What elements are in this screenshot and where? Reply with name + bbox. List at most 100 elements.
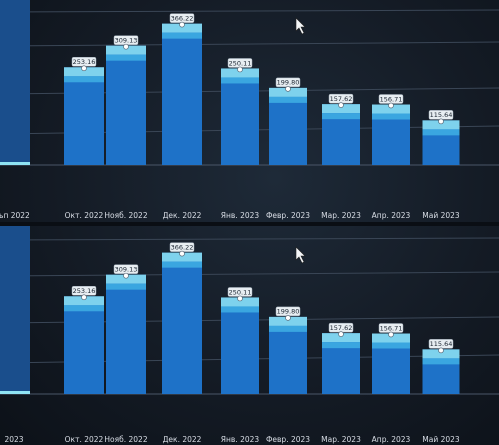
data-point-marker: [388, 331, 394, 338]
bar-top-highlight: [269, 87, 307, 97]
x-tick-label: Мар. 2023: [321, 435, 361, 444]
gridline: [0, 41, 499, 47]
bar-group: 156.71: [372, 94, 410, 165]
bar-top-highlight: [64, 296, 104, 306]
data-point-marker: [438, 347, 444, 354]
bar-cut-off-cap: [0, 391, 30, 394]
bar-top-band: [162, 261, 202, 268]
bar-top-highlight: [322, 333, 360, 343]
bar-top-highlight: [422, 349, 460, 359]
bar-group: 157.62: [322, 322, 360, 394]
bar: [106, 274, 146, 394]
bar-top-band: [106, 283, 146, 290]
x-tick-label: Май 2023: [422, 435, 460, 444]
data-label: 156.71: [380, 95, 403, 103]
x-tick-label: Мар. 2023: [321, 211, 361, 220]
data-label: 366.22: [171, 14, 194, 22]
bar: [162, 23, 202, 165]
chart-divider: [0, 222, 499, 226]
data-label: 253.16: [73, 287, 96, 295]
x-tick-label: Апр. 2023: [372, 435, 411, 444]
data-point-marker: [338, 102, 344, 109]
x-tick-label: Янв. 2023: [221, 435, 260, 444]
mouse-pointer-icon: [295, 246, 306, 264]
bar-top-band: [422, 129, 460, 136]
bar-top-highlight: [221, 68, 259, 78]
bar: [64, 67, 104, 165]
bar-top-band: [422, 358, 460, 365]
data-point-marker: [123, 272, 129, 279]
bar-cut-off: [0, 0, 30, 165]
data-point-marker: [123, 43, 129, 50]
x-tick-label: ъп 2022: [0, 211, 30, 220]
x-tick-label: Окт. 2022: [65, 211, 104, 220]
bar-chart-bottom: 2023 253.16 Окт. 2022 309.13 Нояб. 2022 366.2…: [0, 226, 499, 444]
x-tick-label: Дек. 2022: [163, 211, 202, 220]
bar-chart-top: ъп 2022 253.16 Окт. 2022 309.13 Нояб. 2022 36…: [0, 0, 499, 220]
data-point-marker: [237, 66, 243, 73]
data-point-marker: [81, 65, 87, 72]
bar-group: 309.13: [106, 35, 146, 165]
bar-top-highlight: [372, 104, 410, 114]
bar-group: 366.22: [162, 242, 202, 394]
data-point-marker: [338, 331, 344, 338]
bar-top-highlight: [372, 333, 410, 343]
data-label: 157.62: [330, 95, 353, 103]
bar-top-band: [372, 113, 410, 120]
bar-group: 157.62: [322, 93, 360, 165]
data-label: 250.11: [229, 288, 252, 296]
bar-top-band: [162, 32, 202, 39]
x-tick-label: Апр. 2023: [372, 211, 411, 220]
mouse-pointer-icon: [295, 17, 306, 35]
bar-top-band: [322, 113, 360, 120]
bar-top-band: [221, 306, 259, 313]
bar-top-band: [372, 342, 410, 349]
bar-top-highlight: [64, 67, 104, 77]
data-label: 253.16: [73, 58, 96, 66]
x-tick-label: 2023: [4, 435, 23, 444]
bar-top-band: [64, 305, 104, 312]
bar: [64, 296, 104, 394]
data-label: 156.71: [380, 324, 403, 332]
bar-group: 250.11: [221, 58, 259, 165]
bar-group: 309.13: [106, 264, 146, 394]
bar-top-highlight: [322, 104, 360, 114]
gridline: [0, 9, 499, 13]
bar-group: 156.71: [372, 323, 410, 394]
bar-group: 250.11: [221, 287, 259, 394]
bar-top-highlight: [106, 274, 146, 284]
bar-group: 199.80: [269, 77, 307, 165]
bar-cut-off-cap: [0, 162, 30, 165]
bar-top-highlight: [162, 252, 202, 262]
data-point-marker: [285, 315, 291, 321]
data-label: 250.11: [229, 59, 252, 67]
data-label: 115.64: [430, 111, 453, 119]
bar-group: 253.16: [64, 286, 104, 394]
data-point-marker: [81, 294, 87, 301]
bar-group: 115.64: [422, 110, 460, 165]
data-point-marker: [179, 250, 185, 257]
x-tick-label: Янв. 2023: [221, 211, 260, 220]
data-point-marker: [438, 118, 444, 125]
bar: [162, 252, 202, 394]
bar-top-band: [106, 54, 146, 61]
x-tick-label: Май 2023: [422, 211, 460, 220]
bar-top-highlight: [422, 120, 460, 130]
bar-top-highlight: [221, 297, 259, 307]
x-tick-label: Февр. 2023: [266, 435, 310, 444]
x-tick-label: Окт. 2022: [65, 435, 104, 444]
data-point-marker: [237, 295, 243, 302]
bar-group: 115.64: [422, 339, 460, 394]
bar: [221, 297, 259, 394]
bar-top-band: [269, 325, 307, 332]
bar-top-band: [269, 96, 307, 103]
x-tick-label: Нояб. 2022: [104, 435, 147, 444]
data-label: 309.13: [115, 36, 138, 44]
bar-top-highlight: [106, 45, 146, 55]
data-label: 157.62: [330, 324, 353, 332]
data-label: 199.80: [277, 79, 300, 87]
gridline: [0, 271, 499, 277]
gridline: [0, 237, 499, 241]
bar-group: 253.16: [64, 57, 104, 165]
